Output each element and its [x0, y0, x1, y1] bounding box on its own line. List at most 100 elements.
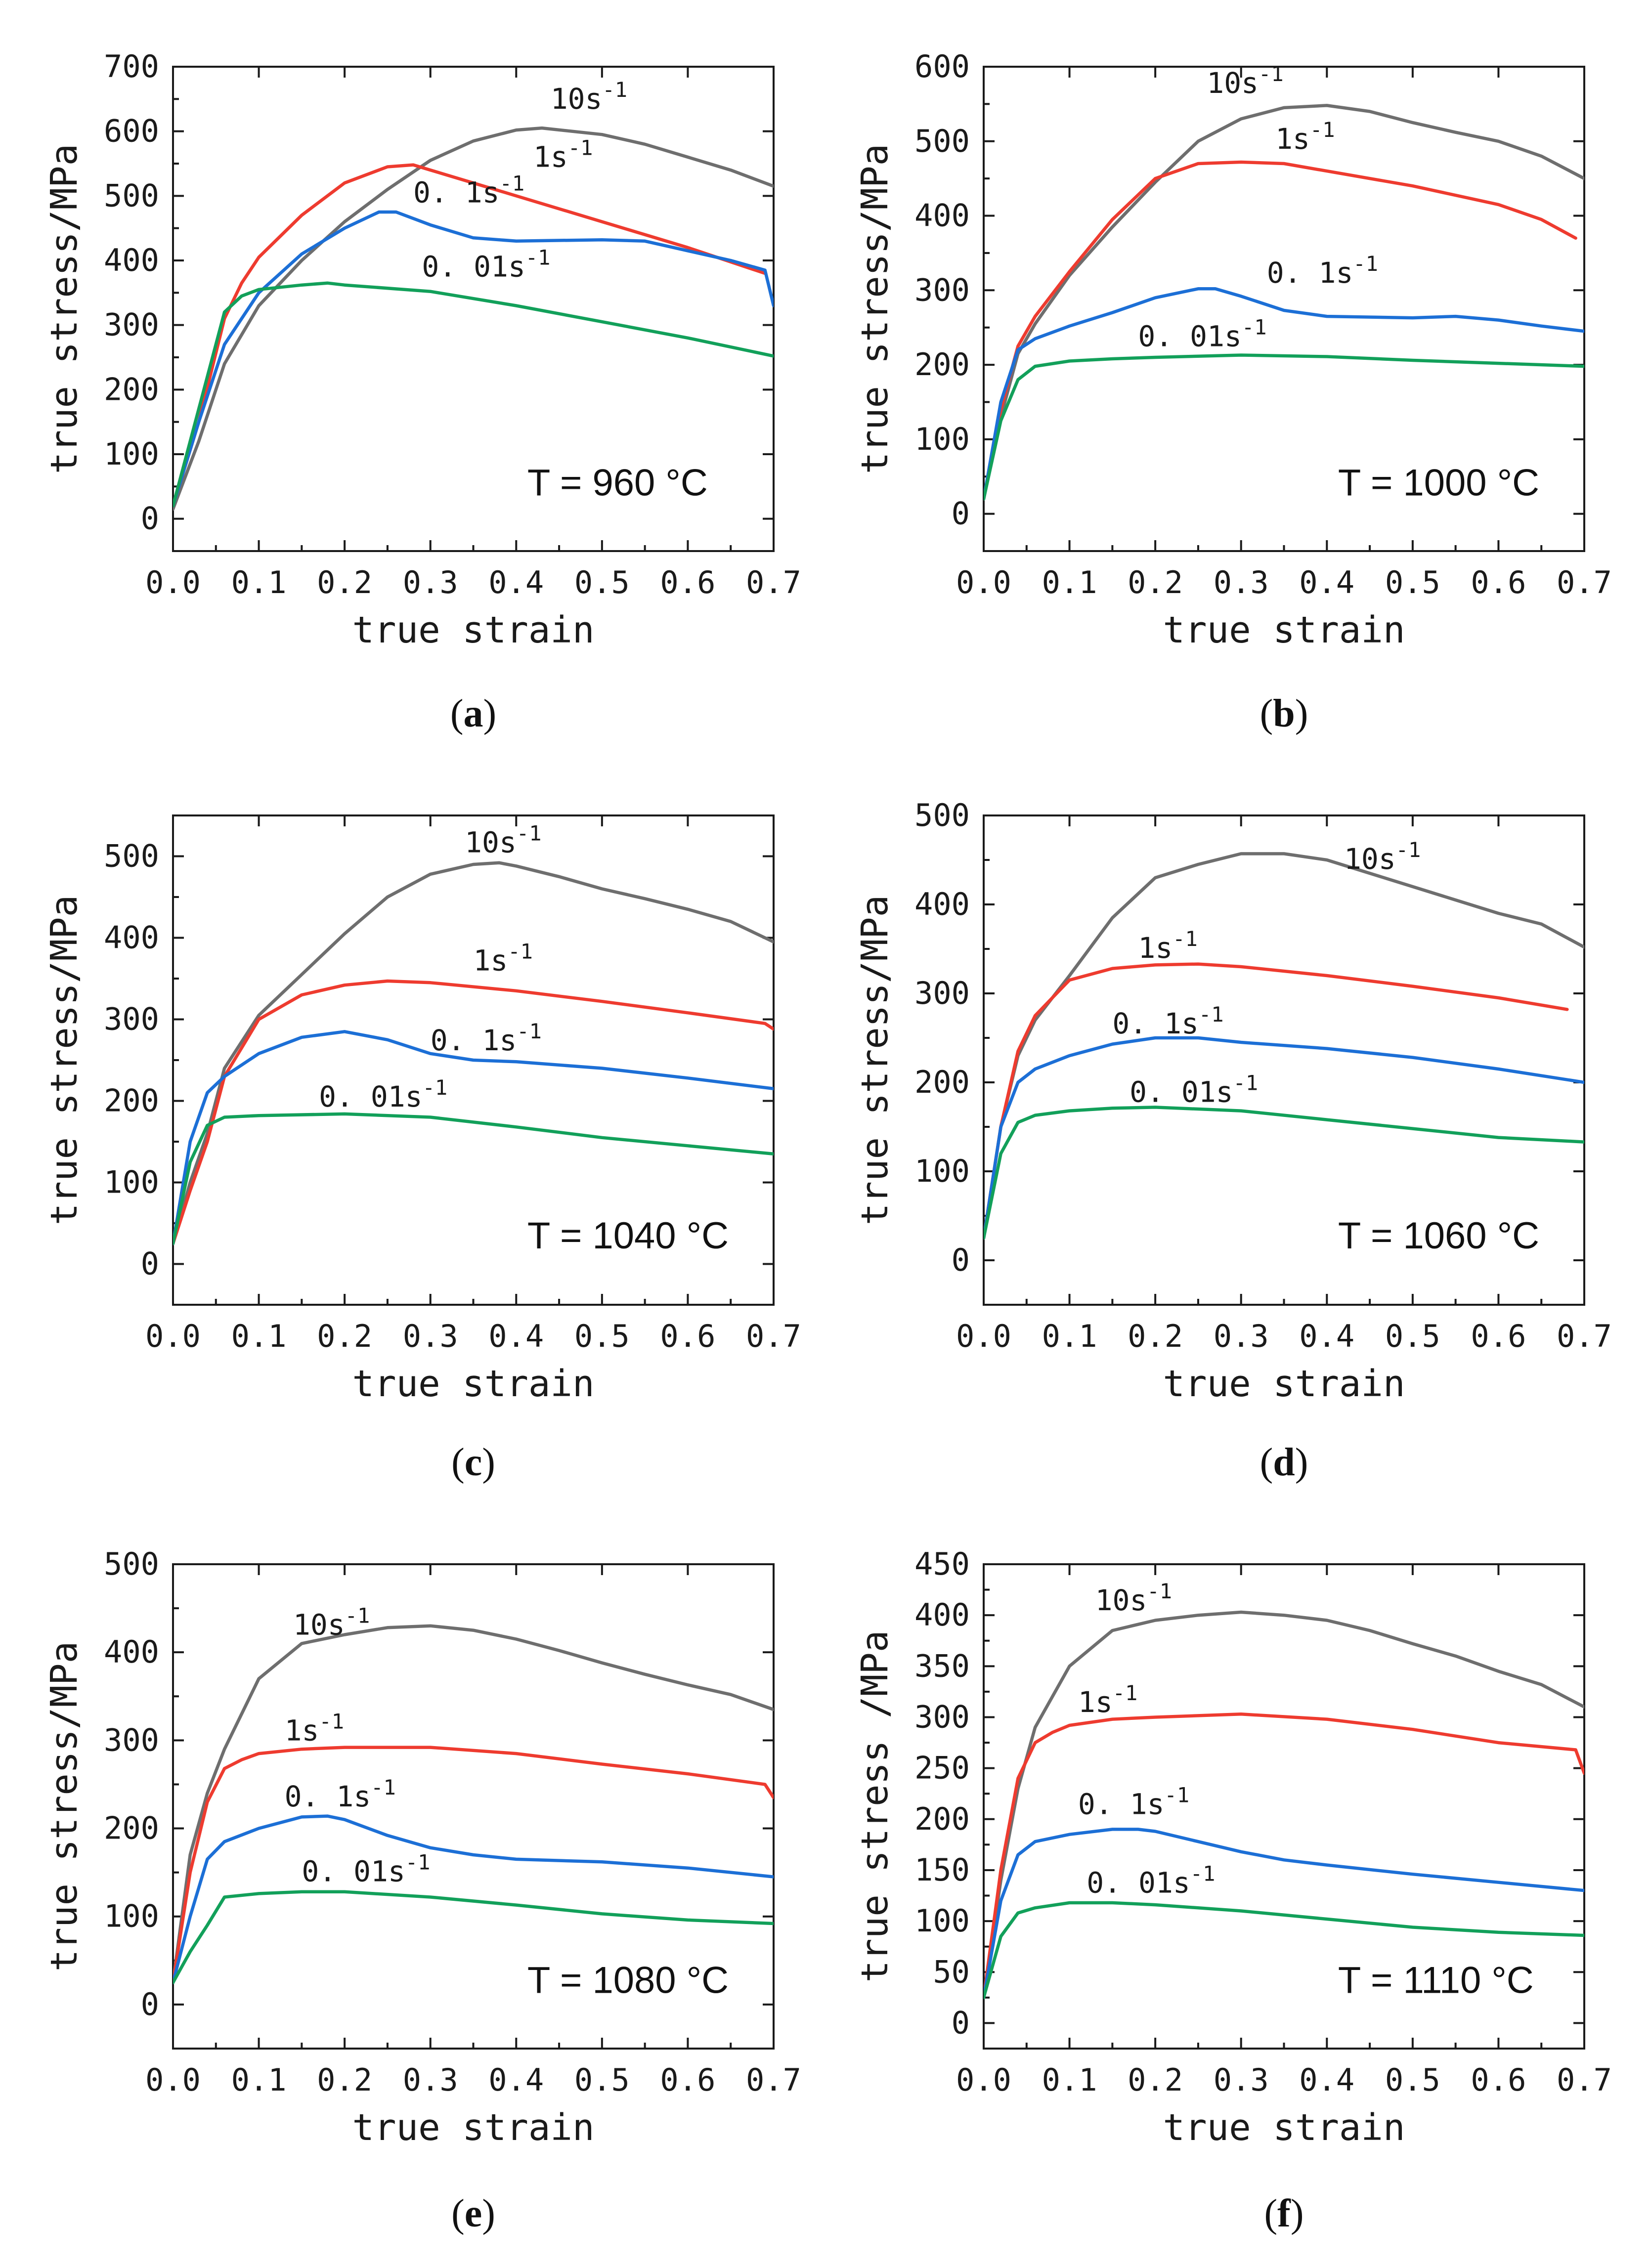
series-label-sup: -1	[1259, 62, 1284, 86]
series-label-base: 0. 01s	[319, 1080, 423, 1113]
y-tick-label: 0	[141, 1246, 159, 1282]
series-label-sup: -1	[1396, 838, 1421, 862]
panel-caption-open: (	[1260, 1441, 1273, 1484]
series-label-base: 10s	[1095, 1583, 1147, 1617]
y-tick-label: 0	[141, 501, 159, 537]
x-tick-label: 0.4	[1299, 1318, 1354, 1354]
series-label: 0. 01s-1	[1086, 1861, 1215, 1899]
x-tick-label: 0.0	[145, 2062, 201, 2098]
panel-caption-letter: e	[465, 2192, 482, 2235]
x-tick-label: 0.7	[746, 2062, 801, 2098]
x-tick-label: 0.1	[1042, 1318, 1097, 1354]
series-label: 10s-1	[551, 78, 627, 116]
x-tick-label: 0.5	[574, 564, 630, 600]
x-tick-label: 0.6	[1471, 564, 1526, 600]
y-tick-label: 400	[914, 886, 970, 922]
x-axis-label: true strain	[352, 609, 594, 651]
chart-panel-a: 0.0 0.1 0.2 0.3 0.4 0.5 0.6 0.7 0 100 200 300 400 500…	[43, 48, 801, 735]
chart-panel-c: 0.0 0.1 0.2 0.3 0.4 0.5 0.6 0.7 0 100 200 300 400 500…	[43, 814, 801, 1484]
series-line-1s-1	[173, 1746, 774, 1984]
series-group	[984, 852, 1584, 1240]
y-tick-label: 200	[914, 1064, 970, 1100]
series-line-10s-1	[173, 1624, 774, 1984]
series-label-base: 0. 1s	[413, 175, 500, 209]
series-line-0_1s-1	[173, 1814, 774, 1984]
series-label: 0. 1s-1	[431, 1019, 542, 1057]
x-tick-label: 0.4	[1299, 564, 1354, 600]
y-tick-label: 600	[104, 113, 159, 149]
series-label: 10s-1	[465, 821, 541, 859]
panel-caption-close: )	[1295, 692, 1308, 735]
y-tick-label: 0	[952, 1242, 970, 1278]
temperature-annotation: T = 1110 °C	[1338, 1959, 1534, 2001]
series-label-sup: -1	[602, 78, 627, 102]
x-tick-label: 0.5	[1385, 564, 1440, 600]
series-label-base: 0. 01s	[1138, 319, 1242, 353]
panel-caption-open: (	[1264, 2192, 1278, 2235]
chart-panel-e: 0.0 0.1 0.2 0.3 0.4 0.5 0.6 0.7 0 100 200 300 400 500…	[43, 1546, 801, 2235]
y-tick-label: 0	[952, 2005, 970, 2041]
panel-caption: (d)	[1260, 1441, 1308, 1484]
series-line-10s-1	[984, 852, 1584, 1240]
series-label-sup: -1	[371, 1775, 396, 1799]
series-line-10s-1	[984, 104, 1584, 501]
panel-caption-letter: f	[1277, 2192, 1291, 2235]
series-label: 0. 1s-1	[1078, 1783, 1189, 1821]
series-label: 0. 01s-1	[1138, 315, 1266, 353]
series-label-base: 10s	[1207, 66, 1259, 100]
x-tick-label: 0.7	[746, 1318, 801, 1354]
y-tick-label: 300	[914, 1699, 970, 1735]
series-label-sup: -1	[568, 136, 593, 160]
series-label: 1s-1	[474, 940, 533, 978]
y-tick-label: 100	[914, 421, 970, 457]
x-tick-label: 0.1	[231, 1318, 287, 1354]
series-label-sup: -1	[1353, 252, 1378, 276]
x-tick-label: 0.2	[1128, 1318, 1183, 1354]
y-tick-label: 200	[104, 1083, 159, 1119]
series-label-base: 0. 1s	[1078, 1787, 1165, 1821]
y-axis-label: true stress/MPa	[854, 895, 896, 1225]
series-label-sup: -1	[405, 1850, 431, 1874]
series-group	[173, 1624, 774, 1984]
temperature-annotation: T = 960 °C	[527, 462, 708, 504]
x-tick-label: 0.6	[660, 2062, 715, 2098]
x-tick-label: 0.0	[956, 1318, 1011, 1354]
chart-panel-f: 0.0 0.1 0.2 0.3 0.4 0.5 0.6 0.7 0 50 100 150 200 250 3…	[854, 1546, 1612, 2235]
y-tick-label: 400	[914, 198, 970, 234]
plot-frame	[172, 1563, 775, 2050]
y-tick-label: 100	[914, 1903, 970, 1939]
panel-caption-letter: b	[1273, 692, 1295, 735]
panel-caption: (c)	[451, 1441, 495, 1484]
series-line-1s-1	[173, 979, 774, 1245]
x-tick-label: 0.1	[231, 564, 287, 600]
y-tick-label: 200	[914, 1801, 970, 1837]
x-tick-label: 0.3	[403, 1318, 458, 1354]
y-tick-label: 300	[104, 1001, 159, 1037]
series-line-0_01s-1	[984, 1106, 1584, 1240]
panel-caption-close: )	[483, 692, 497, 735]
series-label-base: 10s	[465, 825, 517, 859]
x-tick-label: 0.6	[1471, 1318, 1526, 1354]
y-tick-label: 300	[104, 1722, 159, 1758]
series-label-base: 0. 01s	[422, 250, 525, 284]
x-tick-label: 0.3	[1214, 564, 1269, 600]
series-label: 0. 01s-1	[319, 1075, 447, 1113]
series-label-sup: -1	[319, 1709, 344, 1733]
series-label-sup: -1	[1242, 315, 1267, 339]
y-tick-label: 250	[914, 1750, 970, 1786]
series-line-0_1s-1	[984, 287, 1584, 501]
series-line-1s-1	[984, 160, 1577, 501]
series-label-sup: -1	[500, 171, 525, 195]
panel-caption-close: )	[482, 2192, 495, 2235]
plot-frame	[172, 66, 775, 552]
series-label-base: 10s	[1344, 842, 1396, 876]
panel-caption-open: (	[1260, 692, 1273, 735]
x-tick-label: 0.3	[403, 2062, 458, 2098]
y-tick-label: 300	[914, 272, 970, 308]
series-line-0_1s-1	[984, 1828, 1584, 2000]
x-tick-label: 0.7	[746, 564, 801, 600]
x-tick-label: 0.3	[1214, 1318, 1269, 1354]
x-tick-label: 0.1	[1042, 564, 1097, 600]
x-tick-label: 0.3	[403, 564, 458, 600]
series-line-0_1s-1	[984, 1036, 1584, 1240]
